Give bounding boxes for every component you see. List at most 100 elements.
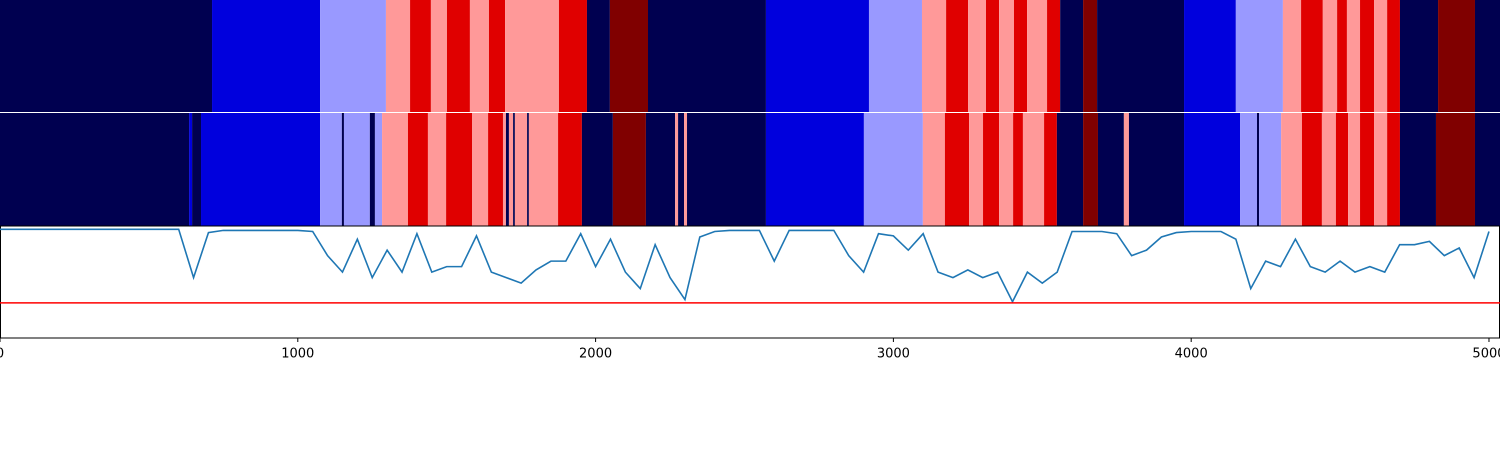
segment [505, 0, 559, 112]
segment [1083, 113, 1098, 226]
x-tick-label: 4000 [1175, 347, 1208, 362]
segment [1321, 113, 1336, 226]
segment [1301, 113, 1322, 226]
segment [0, 113, 190, 226]
segment [1047, 0, 1061, 112]
segment [558, 113, 582, 226]
segment [612, 113, 646, 226]
segment [1360, 0, 1375, 112]
segment [922, 113, 945, 226]
segment [1044, 113, 1057, 226]
segment [1056, 113, 1084, 226]
x-tick-label: 0 [0, 347, 4, 362]
segment [1474, 0, 1500, 112]
segment [488, 113, 503, 226]
segment [1374, 113, 1388, 226]
segment [1374, 0, 1388, 112]
segment [1399, 0, 1439, 112]
segment [1438, 0, 1475, 112]
segment [472, 113, 489, 226]
segment [446, 113, 473, 226]
segment [0, 0, 213, 112]
segment [765, 0, 869, 112]
segment [868, 0, 922, 112]
segment [765, 113, 864, 226]
segment [581, 113, 613, 226]
segment [1184, 113, 1241, 226]
segment [343, 113, 370, 226]
segment [513, 113, 515, 226]
x-tick-label: 5000 [1472, 347, 1500, 362]
segment [558, 0, 587, 112]
segment [983, 113, 1000, 226]
segment [1184, 0, 1236, 112]
segment [446, 0, 470, 112]
segment [527, 113, 529, 226]
x-tick-label: 3000 [877, 347, 910, 362]
segment [192, 113, 202, 226]
segment [1123, 113, 1129, 226]
segment [1013, 113, 1023, 226]
segment [1281, 113, 1302, 226]
segment [1128, 113, 1185, 226]
segment [382, 113, 408, 226]
segment [341, 113, 344, 226]
segment [678, 113, 685, 226]
segment [1387, 0, 1400, 112]
segment [1060, 0, 1084, 112]
segment [1259, 113, 1282, 226]
segment [1346, 0, 1361, 112]
segment [999, 113, 1014, 226]
segment [505, 113, 509, 226]
segment [648, 0, 766, 112]
segment [1097, 113, 1124, 226]
segment [968, 0, 987, 112]
segment [369, 113, 375, 226]
segment [430, 0, 447, 112]
segment [1235, 0, 1283, 112]
segment [410, 0, 431, 112]
segment [1083, 0, 1098, 112]
segment [528, 113, 559, 226]
segment [212, 0, 321, 112]
segment [1387, 113, 1400, 226]
segment [675, 113, 679, 226]
segment [969, 113, 984, 226]
segment [1399, 113, 1436, 226]
segment [189, 113, 193, 226]
segment [1322, 0, 1338, 112]
segment [1335, 113, 1349, 226]
segment [508, 113, 514, 226]
segment [201, 113, 321, 226]
segment [1348, 113, 1361, 226]
segment [1027, 0, 1048, 112]
segment [502, 113, 506, 226]
segment [863, 113, 923, 226]
segment [645, 113, 676, 226]
x-tick-label: 2000 [579, 347, 612, 362]
segment [469, 0, 489, 112]
segment [514, 113, 528, 226]
segment [1474, 113, 1500, 226]
segment [1013, 0, 1028, 112]
segment [609, 0, 649, 112]
segment [684, 113, 688, 226]
segment [427, 113, 447, 226]
segment [986, 0, 1000, 112]
segment [586, 0, 610, 112]
segment [1282, 0, 1302, 112]
panel-frame [0, 225, 1500, 339]
segment [1022, 113, 1045, 226]
confidence-line [0, 228, 1490, 304]
segment [320, 113, 342, 226]
segment [1301, 0, 1323, 112]
segment [1337, 0, 1347, 112]
segment [374, 113, 383, 226]
segment [999, 0, 1014, 112]
segment [385, 0, 411, 112]
segment [944, 113, 970, 226]
segment [1360, 113, 1375, 226]
segment [407, 113, 428, 226]
